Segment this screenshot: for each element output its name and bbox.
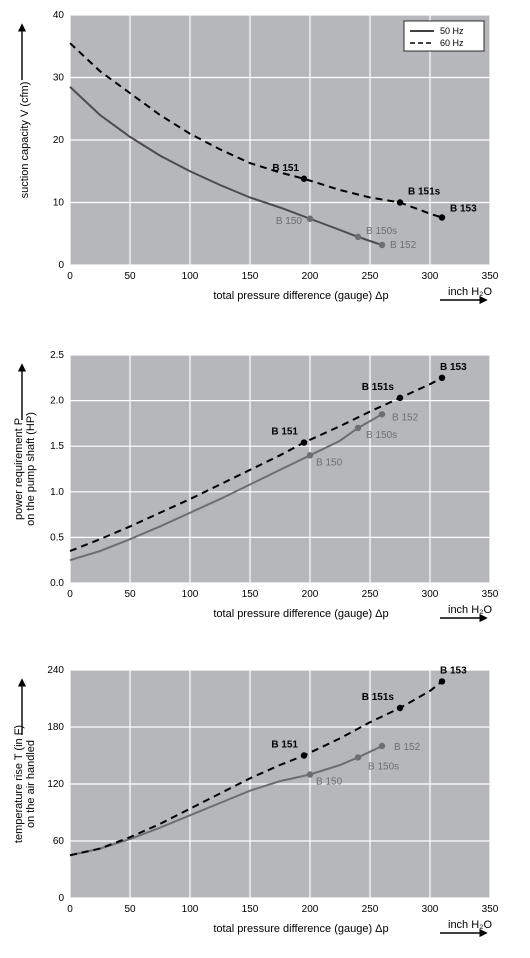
svg-text:2.5: 2.5 (50, 350, 64, 361)
svg-text:temperature rise T (in F)o: temperature rise T (in F)on the air hand… (13, 725, 37, 843)
charts-container: 0 50 100 150 200 250 300 350 0 10 20 30 40 B 151 B 151… (0, 0, 530, 958)
svg-text:200: 200 (302, 271, 319, 282)
svg-text:180: 180 (47, 722, 64, 733)
svg-text:120: 120 (47, 779, 64, 790)
svg-text:power requirement Pon the pump: power requirement Pon the pump shaft (HP… (13, 412, 37, 526)
svg-text:B 150: B 150 (316, 777, 343, 788)
svg-text:suction capacity V (cfm): suction capacity V (cfm) (19, 82, 31, 199)
svg-text:350: 350 (482, 271, 499, 282)
svg-text:0: 0 (67, 271, 73, 282)
svg-text:total pressure difference (gau: total pressure difference (gauge) Δp (213, 290, 388, 302)
svg-text:150: 150 (242, 271, 259, 282)
svg-text:50: 50 (124, 271, 136, 282)
svg-text:50: 50 (124, 589, 136, 600)
svg-text:150: 150 (242, 589, 259, 600)
svg-text:100: 100 (182, 271, 199, 282)
svg-text:B 150s: B 150s (366, 226, 397, 237)
svg-text:2.0: 2.0 (50, 396, 64, 407)
svg-text:30: 30 (53, 73, 65, 84)
svg-text:100: 100 (182, 589, 199, 600)
svg-text:20: 20 (53, 135, 65, 146)
svg-text:50: 50 (124, 904, 136, 915)
svg-text:B 150: B 150 (316, 457, 343, 468)
svg-text:B 152: B 152 (394, 742, 421, 753)
svg-text:B 151s: B 151s (408, 187, 441, 198)
svg-text:350: 350 (482, 589, 499, 600)
svg-text:60 Hz: 60 Hz (440, 38, 464, 48)
svg-text:total pressure difference (gau: total pressure difference (gauge) Δp (213, 923, 388, 935)
svg-text:100: 100 (182, 904, 199, 915)
svg-text:total pressure difference (gau: total pressure difference (gauge) Δp (213, 608, 388, 620)
svg-text:0: 0 (67, 904, 73, 915)
svg-text:0: 0 (67, 589, 73, 600)
svg-text:B 153: B 153 (440, 362, 467, 373)
svg-text:inch H₂O: inch H₂O (448, 286, 492, 298)
svg-text:240: 240 (47, 665, 64, 676)
svg-text:0: 0 (58, 893, 64, 904)
svg-text:B 151s: B 151s (362, 382, 395, 393)
svg-text:1.5: 1.5 (50, 441, 64, 452)
svg-text:B 151: B 151 (271, 740, 298, 751)
svg-text:350: 350 (482, 904, 499, 915)
svg-text:250: 250 (362, 589, 379, 600)
svg-text:40: 40 (53, 10, 65, 21)
svg-text:0.0: 0.0 (50, 578, 64, 589)
svg-text:200: 200 (302, 589, 319, 600)
svg-text:60: 60 (53, 836, 65, 847)
svg-text:B 150s: B 150s (368, 761, 399, 772)
svg-text:250: 250 (362, 271, 379, 282)
svg-text:200: 200 (302, 904, 319, 915)
svg-text:1.0: 1.0 (50, 487, 64, 498)
svg-text:300: 300 (422, 904, 439, 915)
svg-text:0.5: 0.5 (50, 532, 64, 543)
svg-text:B 152: B 152 (390, 240, 417, 251)
svg-text:B 151s: B 151s (362, 692, 395, 703)
svg-text:B 153: B 153 (450, 204, 477, 215)
svg-text:10: 10 (53, 198, 65, 209)
svg-text:B 153: B 153 (440, 665, 467, 676)
svg-text:300: 300 (422, 271, 439, 282)
svg-text:300: 300 (422, 589, 439, 600)
svg-text:B 150: B 150 (276, 216, 303, 227)
svg-text:50 Hz: 50 Hz (440, 26, 464, 36)
svg-text:B 151: B 151 (271, 427, 298, 438)
svg-text:250: 250 (362, 904, 379, 915)
svg-text:150: 150 (242, 904, 259, 915)
svg-text:inch H₂O: inch H₂O (448, 919, 492, 931)
svg-text:B 151: B 151 (272, 163, 299, 174)
svg-text:B 150s: B 150s (366, 430, 397, 441)
svg-text:inch H₂O: inch H₂O (448, 604, 492, 616)
svg-text:0: 0 (58, 260, 64, 271)
svg-text:B 152: B 152 (392, 412, 419, 423)
